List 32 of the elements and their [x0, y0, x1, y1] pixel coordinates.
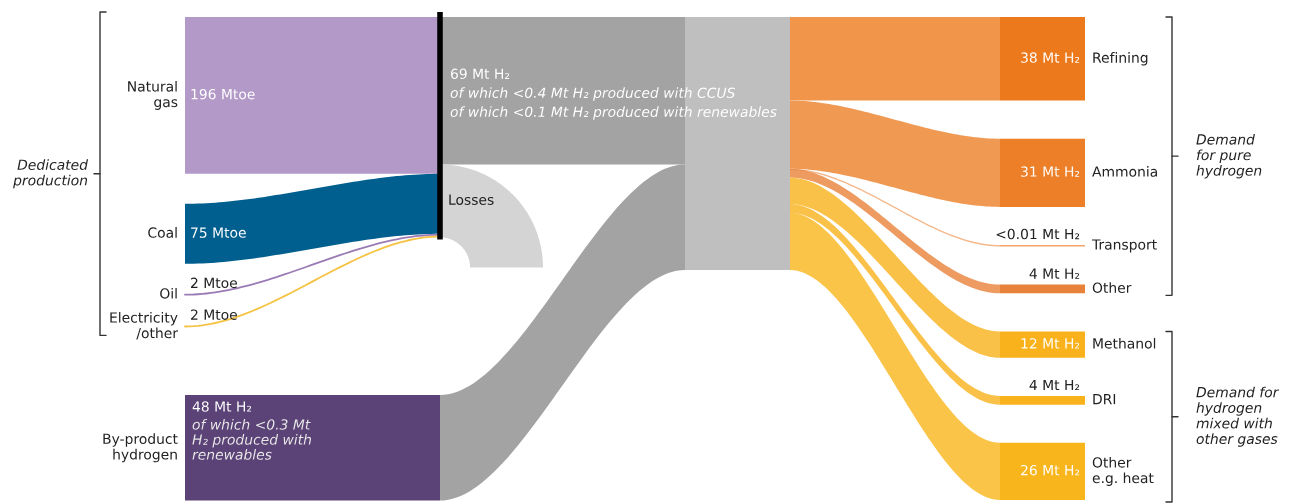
category-label: By-product hydrogen — [103, 433, 178, 463]
category-label: Oil — [160, 287, 177, 299]
category-label: DRI — [1093, 394, 1116, 405]
category-label: Electricity /other — [110, 312, 178, 340]
category-label: Natural gas — [128, 80, 178, 110]
data-label: 48 Mt H₂ — [192, 401, 252, 412]
data-label: 75 Mtoe — [191, 227, 246, 238]
category-label: Coal — [148, 227, 177, 238]
category-label: Refining — [1093, 52, 1148, 66]
text: Demand for hydrogen mixed with other gases — [1196, 386, 1280, 447]
category-label: Ammonia — [1092, 166, 1157, 177]
category-label: Other — [1092, 282, 1132, 293]
text: of which <0.1 Mt H₂ produced with renewables — [450, 106, 777, 120]
data-label: 4 Mt H₂ — [1029, 379, 1080, 391]
text: Dedicated production — [13, 159, 89, 189]
category-label: Methanol — [1093, 337, 1156, 349]
data-label: 2 Mtoe — [191, 309, 237, 320]
category-label: Other e.g. heat — [1092, 456, 1154, 486]
text: Demand for pure hydrogen — [1196, 133, 1262, 179]
data-label: 12 Mt H₂ — [1021, 338, 1080, 349]
category-label: Losses — [449, 194, 494, 205]
data-label: 26 Mt H₂ — [1021, 464, 1080, 476]
data-label: <0.01 Mt H₂ — [996, 228, 1080, 240]
data-label: 38 Mt H₂ — [1021, 52, 1080, 63]
text: of which <0.4 Mt H₂ produced with CCUS — [450, 87, 735, 101]
data-label: 2 Mtoe — [191, 277, 237, 289]
category-label: Transport — [1091, 239, 1157, 253]
text: 69 Mt H₂ — [450, 68, 510, 80]
data-label: 196 Mtoe — [191, 88, 255, 100]
data-label: 4 Mt H₂ — [1029, 268, 1080, 279]
text: of which <0.3 Mt H₂ produced with renewables — [192, 419, 312, 460]
data-label: 31 Mt H₂ — [1021, 166, 1080, 177]
